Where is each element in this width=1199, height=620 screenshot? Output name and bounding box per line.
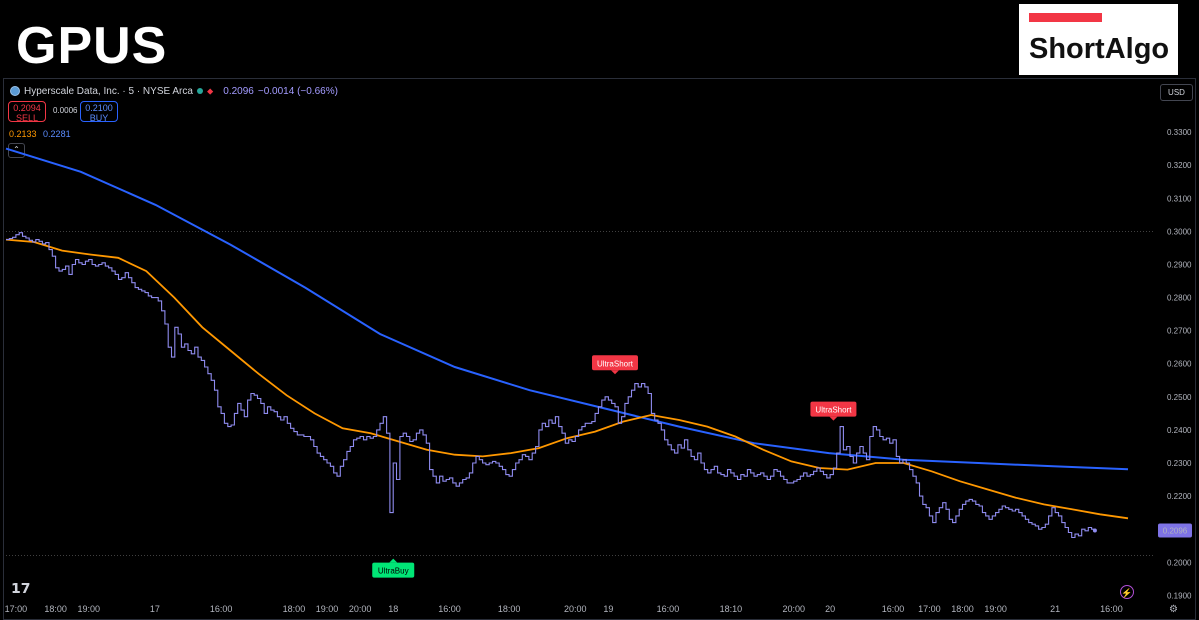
ma-slow-line <box>5 147 1129 471</box>
y-tick-label: 0.2600 <box>1167 360 1192 369</box>
x-tick-label: 20 <box>825 604 835 614</box>
x-tick-label: 16:00 <box>1100 604 1123 614</box>
x-tick-label: 17:00 <box>5 604 28 614</box>
x-tick-label: 19:00 <box>984 604 1007 614</box>
x-tick-label: 19:00 <box>316 604 339 614</box>
company-logo-icon[interactable] <box>10 86 20 96</box>
last-price-dot <box>1092 528 1097 533</box>
x-tick-label: 20:00 <box>782 604 805 614</box>
y-tick-label: 0.2300 <box>1167 459 1192 468</box>
buy-price: 0.2100 <box>85 103 113 113</box>
x-tick-label: 18 <box>388 604 398 614</box>
currency-selector[interactable]: USD <box>1160 84 1193 101</box>
collapse-legend-button[interactable]: ⌃ <box>8 143 25 158</box>
x-tick-label: 19:00 <box>77 604 100 614</box>
x-tick-label: 16:00 <box>438 604 461 614</box>
x-axis: 17:00 18:00 19:00 17 16:00 18:00 19:00 20:00 18 1… <box>5 604 1123 614</box>
x-tick-label: 19 <box>603 604 613 614</box>
ma-slow-series <box>5 147 1129 471</box>
market-open-dot-icon <box>196 88 203 94</box>
settings-icon[interactable]: ⚙ <box>1169 604 1178 615</box>
price-series <box>6 232 1097 539</box>
ticker-title: GPUS <box>16 17 168 75</box>
x-tick-label: 16:00 <box>657 604 680 614</box>
y-tick-label: 0.3300 <box>1167 128 1192 137</box>
x-tick-label: 17:00 <box>918 604 941 614</box>
y-tick-label: 0.3100 <box>1167 194 1192 203</box>
signal-annotations: UltraShort UltraShort UltraBuy <box>372 355 857 578</box>
signal-label: UltraBuy <box>378 567 409 576</box>
brand-name: ShortAlgo <box>1029 33 1170 65</box>
sell-label: SELL <box>15 113 39 123</box>
ma-slow-value: 0.2281 <box>43 129 71 139</box>
y-tick-label: 0.2900 <box>1167 260 1192 269</box>
signal-pointer <box>610 370 619 375</box>
sell-button[interactable]: 0.2094 SELL <box>8 101 46 123</box>
signal-box <box>810 401 857 417</box>
ma-fast-line <box>5 238 1129 520</box>
last-price-label: 0.2096 <box>1163 527 1188 536</box>
x-tick-label: 17 <box>150 604 160 614</box>
alert-arrows-icon[interactable]: ⬥ <box>206 85 214 96</box>
signal-box <box>591 355 638 371</box>
signal-buy-2: UltraBuy <box>372 558 415 578</box>
signal-pointer <box>829 416 838 421</box>
x-tick-label: 21 <box>1050 604 1060 614</box>
lightning-icon[interactable]: ⚡ <box>1120 585 1134 599</box>
tradingview-logo-icon: 𝟭𝟳 <box>11 580 31 596</box>
signal-pointer <box>389 558 398 563</box>
signal-short-0: UltraShort <box>591 355 638 375</box>
symbol-header: Hyperscale Data, Inc. · 5 · NYSE Arca ⬥ … <box>10 84 338 98</box>
y-tick-label: 0.1900 <box>1167 591 1192 600</box>
x-tick-label: 20:00 <box>349 604 372 614</box>
sell-price: 0.2094 <box>13 103 41 113</box>
x-tick-label: 18:00 <box>44 604 67 614</box>
y-tick-label: 0.2700 <box>1167 327 1192 336</box>
signal-label: UltraShort <box>597 359 634 368</box>
buy-label: BUY <box>89 113 109 123</box>
current-price: 0.2096 <box>223 85 254 97</box>
y-tick-label: 0.2400 <box>1167 426 1192 435</box>
spread-value: 0.0006 <box>53 106 78 115</box>
last-price-tag <box>1158 523 1192 538</box>
signal-label: UltraShort <box>815 406 852 415</box>
price-change: −0.0014 (−0.66%) <box>257 85 338 97</box>
y-tick-label: 0.2200 <box>1167 492 1192 501</box>
ma-legend[interactable]: 0.2133 0.2281 <box>9 129 71 139</box>
x-tick-label: 16:00 <box>882 604 905 614</box>
currency-label: USD <box>1168 88 1185 97</box>
x-tick-label: 18:10 <box>720 604 743 614</box>
y-tick-label: 0.2000 <box>1167 558 1192 567</box>
y-tick-label: 0.3000 <box>1167 227 1192 236</box>
symbol-description[interactable]: Hyperscale Data, Inc. · 5 · NYSE Arca <box>24 85 193 97</box>
x-tick-label: 18:00 <box>951 604 974 614</box>
price-line <box>6 232 1096 539</box>
y-axis: 0.3300 0.3200 0.3100 0.3000 0.2900 0.2800 0.27… <box>1158 128 1192 600</box>
brand-logo: ShortAlgo <box>1019 4 1178 75</box>
x-tick-label: 20:00 <box>564 604 587 614</box>
y-tick-label: 0.2800 <box>1167 294 1192 303</box>
x-tick-label: 16:00 <box>210 604 233 614</box>
brand-accent-bar <box>1029 13 1102 22</box>
x-tick-label: 18:00 <box>283 604 306 614</box>
signal-box <box>372 562 415 578</box>
x-tick-label: 18:00 <box>498 604 521 614</box>
buy-button[interactable]: 0.2100 BUY <box>80 101 118 123</box>
signal-short-1: UltraShort <box>810 401 857 421</box>
y-tick-label: 0.3200 <box>1167 161 1192 170</box>
ma-fast-value: 0.2133 <box>9 129 37 139</box>
ma-fast-series <box>5 238 1129 520</box>
y-tick-label: 0.2500 <box>1167 393 1192 402</box>
horizontal-lines <box>6 230 1155 557</box>
